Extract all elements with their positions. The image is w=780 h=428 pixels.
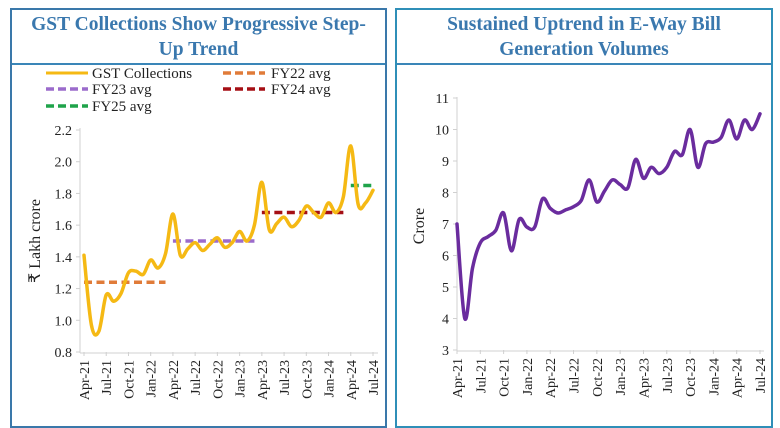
legend-item-fy24-avg: FY24 avg [223,82,331,98]
gst-avg-lines [84,183,373,284]
eway-y-tick-label: 8 [442,187,449,202]
eway-y-tick-label: 5 [442,281,449,296]
eway-chart-title-line-1: Sustained Uptrend in E-Way Bill [447,14,721,35]
eway-x-ticks: Apr-21 Jul-21 Oct-21 Jan-22 Apr-22 Jul-22 Oct-… [451,350,769,398]
gst-chart: GST Collections FY22 avg FY23 avg FY24 a… [27,66,382,400]
eway-chart: Crore 3 4 5 6 7 8 9 10 11 Apr-21 Jul-21 Oct-21 Jan-… [411,92,769,398]
gst-y-tick-label: 1.8 [55,187,73,202]
gst-x-tick-label: Oct-22 [211,360,226,399]
legend-label-fy23-avg: FY23 avg [92,82,152,98]
gst-y-tick-label: 0.8 [55,346,73,361]
legend-label-fy25-avg: FY25 avg [92,99,152,115]
eway-y-axis-title: Crore [411,208,428,244]
eway-x-tick-label: Apr-24 [731,358,746,398]
eway-y-tick-label: 11 [436,92,449,107]
gst-x-tick-label: Apr-22 [167,360,182,400]
gst-y-axis-title: ₹ Lakh crore [27,199,44,283]
gst-x-tick-label: Jan-23 [234,360,249,397]
gst-x-tick-label: Oct-23 [300,360,315,399]
eway-x-tick-label: Apr-22 [544,358,559,398]
gst-x-tick-label: Apr-21 [78,360,93,400]
gst-x-tick-label: Jul-21 [100,360,115,395]
gst-x-tick-label: Jan-24 [323,360,338,397]
eway-y-tick-label: 6 [442,250,449,265]
gst-x-tick-label: Apr-23 [256,360,271,400]
eway-x-tick-label: Jul-22 [568,358,583,393]
gst-y-tick-label: 2.2 [55,124,73,139]
gst-x-tick-label: Apr-24 [345,360,360,400]
eway-chart-panel: Sustained Uptrend in E-Way Bill Generati… [395,8,773,428]
eway-x-tick-label: Jul-24 [754,358,769,393]
gst-chart-panel: GST Collections Show Progressive Step- U… [10,8,387,428]
eway-y-ticks: 3 4 5 6 7 8 9 10 11 [435,92,457,359]
gst-series [82,144,375,337]
eway-x-tick-label: Oct-21 [498,358,513,397]
eway-x-tick-label: Oct-22 [591,358,606,397]
eway-y-tick-label: 7 [442,218,449,233]
charts-svg: GST Collections FY22 avg FY23 avg FY24 a… [27,66,769,400]
gst-x-tick-label: Jul-23 [278,360,293,395]
legend-item-fy25-avg: FY25 avg [46,99,152,115]
legend-item-fy22-avg: FY22 avg [223,66,331,82]
gst-series-line-gst-collections [82,144,375,337]
gst-x-tick-label: Jul-24 [367,360,382,395]
gst-y-tick-label: 1.4 [55,251,73,266]
eway-series [455,112,762,321]
gst-chart-title: GST Collections Show Progressive Step- U… [12,10,385,65]
eway-x-tick-label: Jul-23 [661,358,676,393]
legend-item-gst-collections: GST Collections [46,66,192,82]
eway-x-tick-label: Jan-23 [614,358,629,395]
eway-x-tick-label: Apr-21 [451,358,466,398]
legend-item-fy23-avg: FY23 avg [46,82,152,98]
eway-x-tick-label: Jul-21 [474,358,489,393]
eway-y-tick-label: 10 [435,124,449,139]
gst-chart-title-line-2: Up Trend [158,39,239,60]
eway-y-tick-label: 9 [442,155,449,170]
eway-series-line-e-way-bills [455,112,762,321]
gst-x-tick-label: Jul-22 [189,360,204,395]
gst-y-tick-label: 1.0 [55,314,73,329]
eway-y-tick-label: 3 [442,344,449,359]
legend-label-gst-collections: GST Collections [92,66,192,82]
gst-legend: GST Collections FY22 avg FY23 avg FY24 a… [46,66,331,115]
gst-x-tick-label: Jan-22 [145,360,160,397]
eway-chart-title: Sustained Uptrend in E-Way Bill Generati… [397,10,771,65]
gst-x-tick-label: Oct-21 [123,360,138,399]
eway-x-tick-label: Oct-23 [684,358,699,397]
legend-label-fy22-avg: FY22 avg [271,66,331,82]
eway-x-tick-label: Apr-23 [638,358,653,398]
legend-label-fy24-avg: FY24 avg [271,82,331,98]
gst-y-tick-label: 2.0 [55,156,73,171]
eway-chart-title-line-2: Generation Volumes [499,39,669,60]
eway-x-tick-label: Jan-24 [707,358,722,395]
eway-x-tick-label: Jan-22 [521,358,536,395]
gst-y-tick-label: 1.2 [55,283,73,298]
gst-chart-title-line-1: GST Collections Show Progressive Step- [31,14,366,35]
gst-x-ticks: Apr-21 Jul-21 Oct-21 Jan-22 Apr-22 Jul-22 Oct-… [78,352,382,400]
gst-y-tick-label: 1.6 [55,219,73,234]
gst-y-ticks: 0.8 1.0 1.2 1.4 1.6 1.8 2.0 2.2 [55,124,80,361]
eway-y-tick-label: 4 [442,313,449,328]
